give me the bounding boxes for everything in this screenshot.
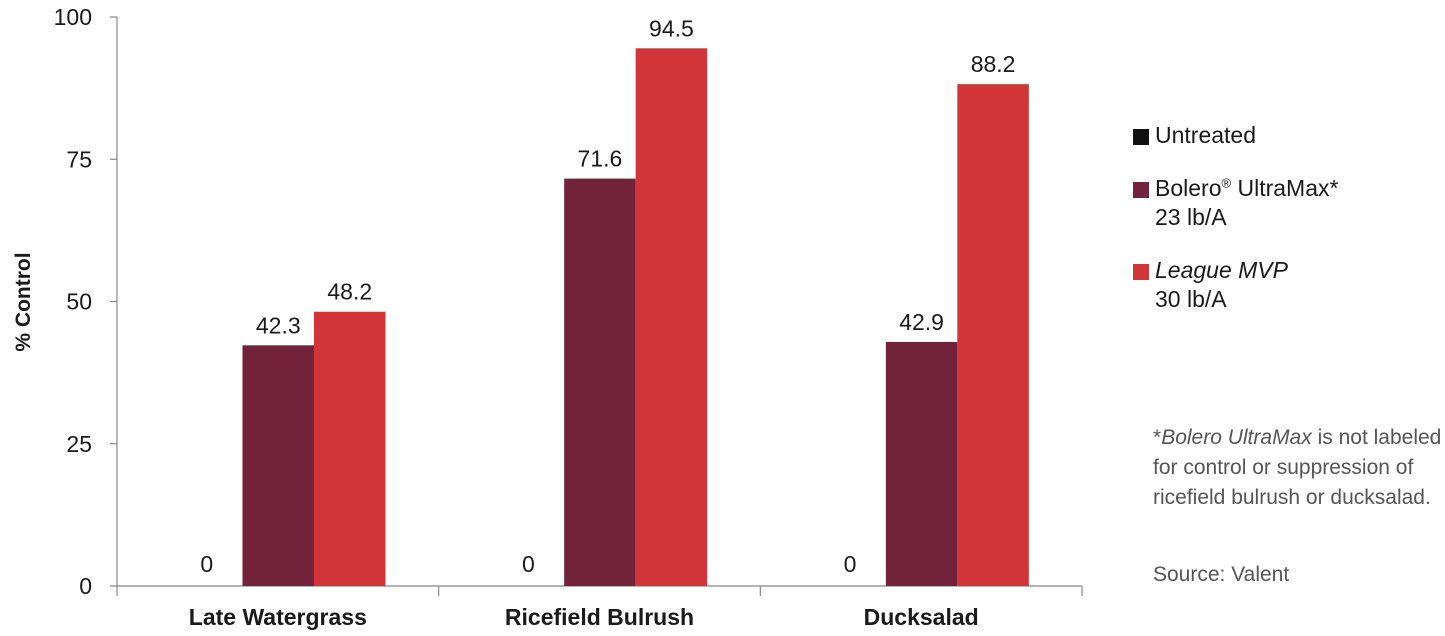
legend-text: League MVP	[1155, 257, 1288, 283]
bar	[564, 178, 636, 586]
y-tick-label: 75	[66, 146, 92, 172]
footnote-product: Bolero UltraMax	[1161, 426, 1312, 449]
y-tick-label: 100	[54, 4, 92, 30]
bar	[314, 311, 386, 586]
data-label: 94.5	[649, 15, 694, 41]
bar	[957, 84, 1029, 586]
data-label: 48.2	[327, 279, 372, 305]
legend-rate: 23 lb/A	[1155, 204, 1227, 230]
data-label: 0	[200, 551, 213, 577]
bar	[885, 341, 958, 586]
data-label: 42.9	[899, 309, 944, 335]
data-label: 88.2	[971, 51, 1016, 77]
y-tick-label: 25	[66, 431, 92, 457]
footnote-text: is not labeled for control or suppressio…	[1153, 426, 1442, 509]
footnote: *Bolero UltraMax is not labeled for cont…	[1153, 423, 1443, 513]
chart-labels: Late Watergrass Ricefield Bulrush Ducksala…	[189, 15, 1016, 630]
legend-label-untreated: Untreated	[1155, 121, 1433, 150]
legend-item-league-mvp: League MVP 30 lb/A	[1133, 256, 1433, 314]
bar	[242, 345, 314, 586]
legend-rate: 30 lb/A	[1155, 286, 1227, 312]
registered-mark: ®	[1221, 175, 1232, 191]
x-category-label: Late Watergrass	[189, 604, 367, 630]
bar	[635, 48, 708, 587]
legend-swatch-untreated	[1133, 129, 1149, 145]
data-label: 42.3	[256, 312, 301, 338]
legend-item-bolero: Bolero® UltraMax* 23 lb/A	[1133, 174, 1433, 232]
x-category-label: Ducksalad	[864, 604, 979, 630]
legend-label-bolero: Bolero® UltraMax* 23 lb/A	[1155, 174, 1433, 232]
y-tick-label: 50	[66, 289, 92, 315]
chart-bars	[242, 48, 1029, 587]
legend-swatch-bolero	[1133, 182, 1149, 198]
legend-swatch-league-mvp	[1133, 264, 1149, 280]
footnote-prefix: *	[1153, 426, 1162, 449]
legend-label-league-mvp: League MVP 30 lb/A	[1155, 256, 1433, 314]
legend-text-name: Bolero	[1155, 175, 1222, 201]
chart-legend: Untreated Bolero® UltraMax* 23 lb/A Leag…	[1133, 121, 1433, 338]
data-label: 0	[522, 551, 535, 577]
legend-text: Bolero® UltraMax*	[1155, 174, 1433, 203]
x-category-label: Ricefield Bulrush	[505, 604, 694, 630]
legend-text: Untreated	[1155, 122, 1257, 148]
legend-text-rest: UltraMax*	[1231, 175, 1339, 201]
data-label: 0	[844, 551, 857, 577]
y-tick-label: 0	[79, 573, 92, 599]
source-note: Source: Valent	[1153, 563, 1290, 586]
y-axis-label: % Control	[12, 252, 35, 351]
legend-item-untreated: Untreated	[1133, 121, 1433, 150]
bar-chart: 0 25 50 75 100 Late Watergrass Ricefield Bulr…	[12, 4, 1083, 630]
data-label: 71.6	[578, 146, 623, 172]
